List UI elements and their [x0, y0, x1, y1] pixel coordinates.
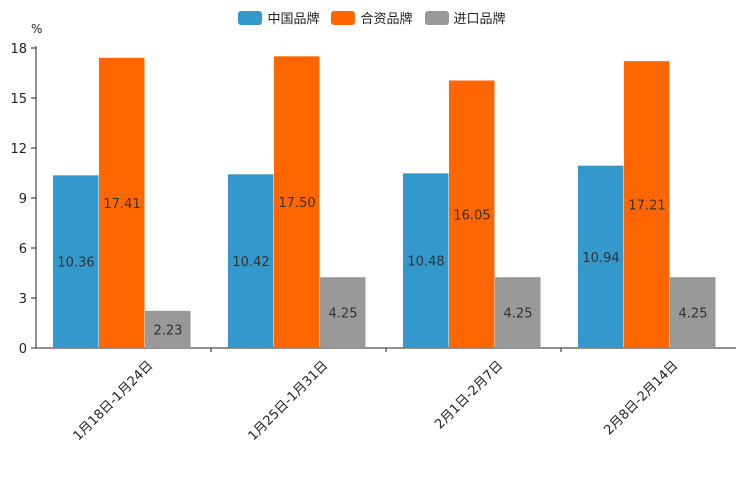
legend-swatch-imported-brand — [424, 10, 449, 25]
legend-item-joint-venture-brand[interactable]: 合资品牌 — [331, 8, 413, 27]
y-tick-label-6: 18 — [10, 42, 27, 57]
y-tick-label-0: 0 — [19, 342, 27, 357]
bar-2-1 — [320, 277, 366, 348]
legend-label-china-brand: 中国品牌 — [267, 12, 320, 27]
legend-label-imported-brand: 进口品牌 — [453, 12, 506, 27]
bar-2-2 — [495, 277, 541, 348]
data-label-1-0: 17.41 — [103, 197, 140, 212]
bar-1-3 — [624, 61, 670, 349]
bar-1-0 — [99, 57, 145, 348]
bar-0-2 — [403, 173, 449, 348]
data-label-2-1: 4.25 — [329, 307, 358, 322]
data-label-1-3: 17.21 — [628, 199, 665, 214]
data-label-0-0: 10.36 — [57, 256, 94, 271]
bar-2-3 — [670, 277, 716, 348]
bar-1-1 — [274, 56, 320, 348]
data-label-2-2: 4.25 — [504, 307, 533, 322]
y-tick-label-4: 12 — [10, 142, 27, 157]
data-label-2-3: 4.25 — [679, 307, 708, 322]
bar-0-0 — [53, 175, 99, 348]
bar-1-2 — [449, 80, 495, 348]
y-tick-label-2: 6 — [19, 242, 27, 257]
legend-item-imported-brand[interactable]: 进口品牌 — [424, 8, 506, 27]
bar-0-1 — [228, 174, 274, 348]
y-axis-unit: % — [31, 22, 43, 36]
data-label-0-3: 10.94 — [582, 251, 619, 266]
y-tick-label-5: 15 — [10, 92, 27, 107]
legend-item-china-brand[interactable]: 中国品牌 — [238, 8, 319, 27]
legend-label-joint-venture-brand: 合资品牌 — [360, 12, 413, 27]
legend-swatch-joint-venture-brand — [331, 10, 356, 25]
x-tick-label-2: 2月1日-2月7日 — [432, 358, 506, 432]
x-tick-label-1: 1月25日-1月31日 — [246, 358, 332, 444]
x-tick-label-3: 2月8日-2月14日 — [601, 358, 681, 438]
data-label-1-2: 16.05 — [453, 208, 490, 223]
data-label-2-0: 2.23 — [154, 323, 183, 338]
legend: 中国品牌 合资品牌 进口品牌 — [0, 8, 744, 27]
data-label-1-1: 17.50 — [278, 196, 315, 211]
y-tick-label-1: 3 — [19, 292, 27, 307]
bar-0-3 — [578, 165, 624, 348]
y-tick-label-3: 9 — [19, 192, 27, 207]
data-label-0-2: 10.48 — [407, 255, 444, 270]
bar-2-0 — [145, 310, 191, 348]
x-tick-label-0: 1月18日-1月24日 — [71, 358, 157, 444]
legend-swatch-china-brand — [238, 10, 263, 25]
data-label-0-1: 10.42 — [232, 255, 269, 270]
